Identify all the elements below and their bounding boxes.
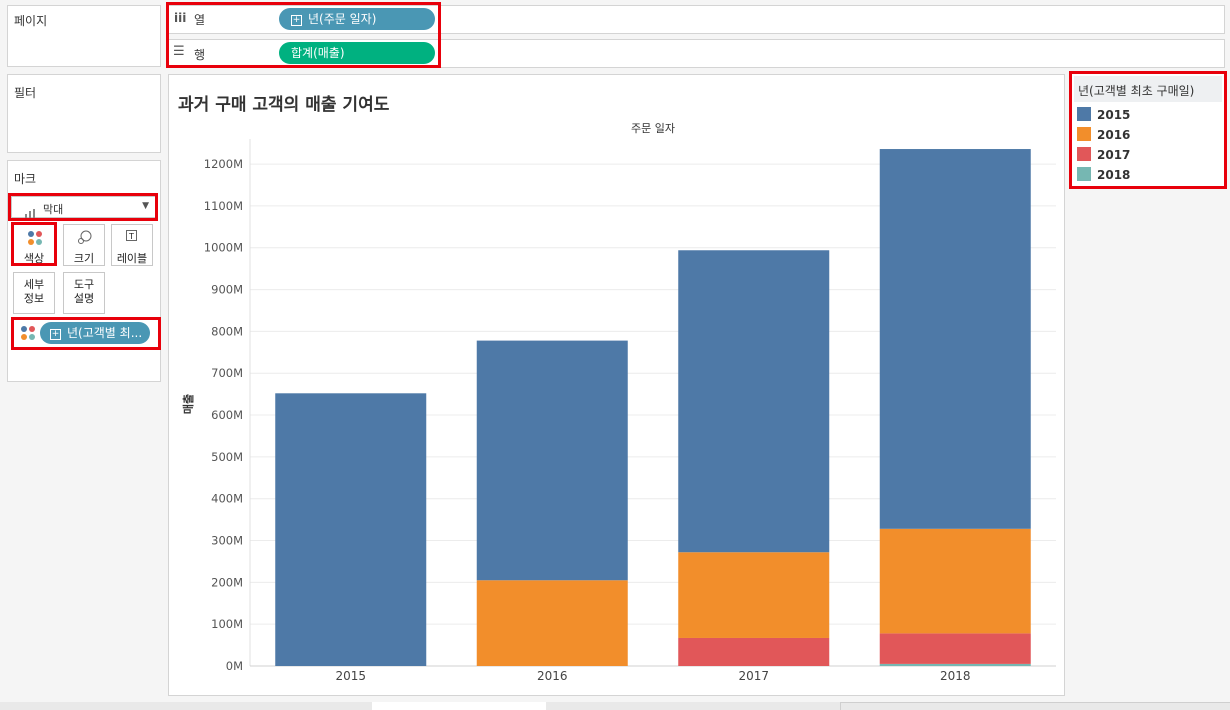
legend-title: 년(고객별 최초 구매일) bbox=[1078, 84, 1195, 98]
pages-label: 페이지 bbox=[14, 14, 48, 28]
sheet-tab[interactable] bbox=[808, 702, 841, 710]
bar-segment bbox=[879, 528, 1031, 634]
detail-card[interactable]: 세부 정보 bbox=[13, 272, 55, 314]
legend-item[interactable]: 2015 bbox=[1077, 107, 1130, 123]
size-card-label: 크기 bbox=[73, 252, 95, 265]
bar-chart-icon bbox=[25, 203, 35, 218]
tooltip-card-label: 도구 설명 bbox=[73, 278, 95, 305]
bar-segment bbox=[879, 633, 1031, 664]
color-card[interactable]: 색상 bbox=[13, 224, 55, 266]
legend-item-label: 2015 bbox=[1097, 108, 1131, 122]
bar-chart: 주문 일자 0M 100M 200M 300M 400M 500M 600M 700M 800M 9… bbox=[181, 121, 1056, 683]
legend-swatch bbox=[1077, 127, 1091, 141]
color-card-label: 색상 bbox=[23, 252, 45, 265]
color-pill-highlight bbox=[11, 317, 161, 350]
detail-card-label: 세부 정보 bbox=[23, 278, 45, 305]
columns-label: 열 bbox=[194, 13, 206, 27]
columns-pill[interactable]: + 년(주문 일자) bbox=[279, 8, 435, 30]
label-card[interactable]: T 레이블 bbox=[111, 224, 153, 266]
color-dots-icon bbox=[28, 231, 42, 245]
tooltip-card[interactable]: 도구 설명 bbox=[63, 272, 105, 314]
sheet-tab[interactable] bbox=[45, 702, 186, 710]
bar-segment bbox=[678, 552, 830, 638]
y-tick-label: 200M bbox=[211, 575, 243, 589]
sheet-tab[interactable] bbox=[546, 702, 745, 710]
legend-item-label: 2016 bbox=[1097, 128, 1131, 142]
y-tick-label: 500M bbox=[211, 450, 243, 464]
x-tick-label: 2017 bbox=[738, 669, 769, 683]
bar-segment bbox=[879, 149, 1031, 529]
rows-pill-label: 합계(매출) bbox=[291, 46, 345, 60]
bar-segment bbox=[275, 393, 427, 666]
rows-pill[interactable]: 합계(매출) bbox=[279, 42, 435, 64]
y-tick-label: 1100M bbox=[204, 199, 243, 213]
legend-swatch bbox=[1077, 167, 1091, 181]
sheet-tab[interactable] bbox=[185, 702, 373, 710]
sheet-tab[interactable] bbox=[744, 702, 777, 710]
x-tick-label: 2016 bbox=[537, 669, 568, 683]
y-tick-label: 1200M bbox=[204, 157, 243, 171]
y-tick-label: 600M bbox=[211, 408, 243, 422]
bar-segment bbox=[476, 340, 628, 581]
bar-segment bbox=[476, 580, 628, 666]
column-header: 주문 일자 bbox=[631, 121, 675, 135]
y-tick-label: 900M bbox=[211, 283, 243, 297]
color-card-highlight bbox=[11, 222, 57, 266]
rows-label: 행 bbox=[194, 48, 206, 62]
shelves-highlight bbox=[166, 2, 441, 68]
y-axis-title: 매출 bbox=[181, 394, 195, 414]
columns-pill-label: 년(주문 일자) bbox=[308, 12, 377, 26]
legend-item[interactable]: 2017 bbox=[1077, 147, 1130, 163]
legend-swatch bbox=[1077, 107, 1091, 121]
bar-segment bbox=[678, 637, 830, 666]
y-tick-label: 1000M bbox=[204, 241, 243, 255]
bar-segment bbox=[879, 663, 1031, 666]
mark-type-dropdown[interactable]: 막대 ▼ bbox=[11, 196, 156, 218]
legend-highlight bbox=[1069, 71, 1227, 189]
sheet-tab[interactable] bbox=[0, 702, 46, 710]
mark-type-value: 막대 bbox=[43, 203, 64, 216]
label-card-label: 레이블 bbox=[116, 252, 148, 265]
size-card[interactable]: 크기 bbox=[63, 224, 105, 266]
marks-label: 마크 bbox=[14, 172, 37, 186]
y-tick-label: 300M bbox=[211, 534, 243, 548]
color-dots-icon bbox=[21, 326, 35, 340]
text-t-icon: T bbox=[126, 230, 137, 241]
legend-item-label: 2017 bbox=[1097, 148, 1131, 162]
y-tick-label: 400M bbox=[211, 492, 243, 506]
y-tick-label: 0M bbox=[226, 659, 243, 673]
legend-item-label: 2018 bbox=[1097, 168, 1131, 182]
chevron-down-icon: ▼ bbox=[142, 201, 149, 211]
rows-icon: ☰ bbox=[173, 44, 185, 59]
color-legend: 년(고객별 최초 구매일) 2015 2016 2017 2018 bbox=[1071, 73, 1225, 188]
filters-shelf[interactable]: 필터 bbox=[7, 74, 161, 153]
columns-icon: iii bbox=[174, 11, 187, 25]
sheet-tab-active[interactable] bbox=[372, 702, 547, 710]
pages-shelf[interactable]: 페이지 bbox=[7, 5, 161, 67]
expand-icon: + bbox=[291, 15, 302, 26]
y-tick-label: 800M bbox=[211, 324, 243, 338]
sheet-tab[interactable] bbox=[776, 702, 809, 710]
expand-icon: + bbox=[50, 329, 61, 340]
bar-segment bbox=[678, 250, 830, 553]
legend-item[interactable]: 2018 bbox=[1077, 167, 1130, 183]
x-tick-label: 2018 bbox=[940, 669, 971, 683]
size-icon bbox=[78, 230, 92, 244]
y-tick-label: 100M bbox=[211, 617, 243, 631]
chart-title: 과거 구매 고객의 매출 기여도 bbox=[178, 95, 390, 115]
filters-label: 필터 bbox=[14, 86, 37, 100]
mark-type-highlight bbox=[8, 193, 158, 221]
color-pill-label: 년(고객별 최... bbox=[67, 326, 143, 340]
y-tick-label: 700M bbox=[211, 366, 243, 380]
legend-swatch bbox=[1077, 147, 1091, 161]
legend-item[interactable]: 2016 bbox=[1077, 127, 1130, 143]
x-tick-label: 2015 bbox=[335, 669, 366, 683]
color-pill[interactable]: + 년(고객별 최... bbox=[40, 322, 150, 344]
